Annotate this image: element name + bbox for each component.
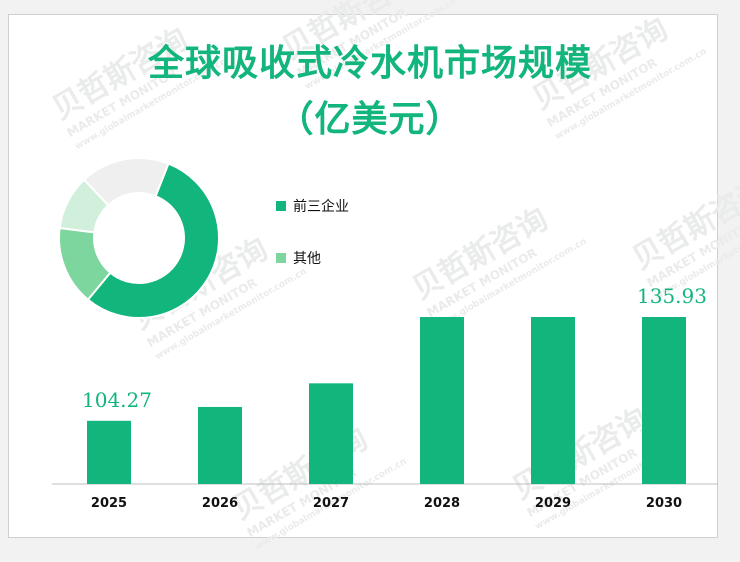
- bar-chart: 2025 104.27 2026 2027 2028 2029 2030 135.93: [52, 284, 718, 511]
- bar-2026: [198, 406, 242, 484]
- x-tick-label-2026: 2026: [202, 496, 238, 511]
- x-tick-label-2030: 2030: [646, 496, 682, 511]
- x-tick-label-2025: 2025: [91, 496, 127, 511]
- x-tick-label-2028: 2028: [424, 496, 460, 511]
- donut-slice-1: [86, 162, 220, 319]
- data-label-2025: 104.27: [82, 388, 152, 412]
- chart-title-unit: （亿美元）: [277, 98, 463, 140]
- bar-2030: [642, 317, 686, 484]
- x-tick-label-2027: 2027: [313, 496, 349, 511]
- legend-label-top3: 前三企业: [293, 199, 349, 215]
- bar-2027: [309, 383, 353, 484]
- bar-2028: [420, 317, 464, 484]
- bar-2029: [531, 317, 575, 484]
- legend-item-top3: 前三企业: [276, 196, 349, 216]
- legend-swatch-top3: [276, 201, 286, 211]
- data-label-2030: 135.93: [637, 284, 707, 308]
- donut-slice-4: [82, 157, 170, 207]
- bar-2025: [87, 420, 131, 484]
- chart-title: 全球吸收式冷水机市场规模: [147, 42, 592, 84]
- legend-label-other: 其他: [293, 251, 321, 267]
- legend-item-other: 其他: [276, 248, 321, 268]
- donut-chart: [58, 157, 220, 319]
- x-tick-label-2029: 2029: [535, 496, 571, 511]
- legend-swatch-other: [276, 253, 286, 263]
